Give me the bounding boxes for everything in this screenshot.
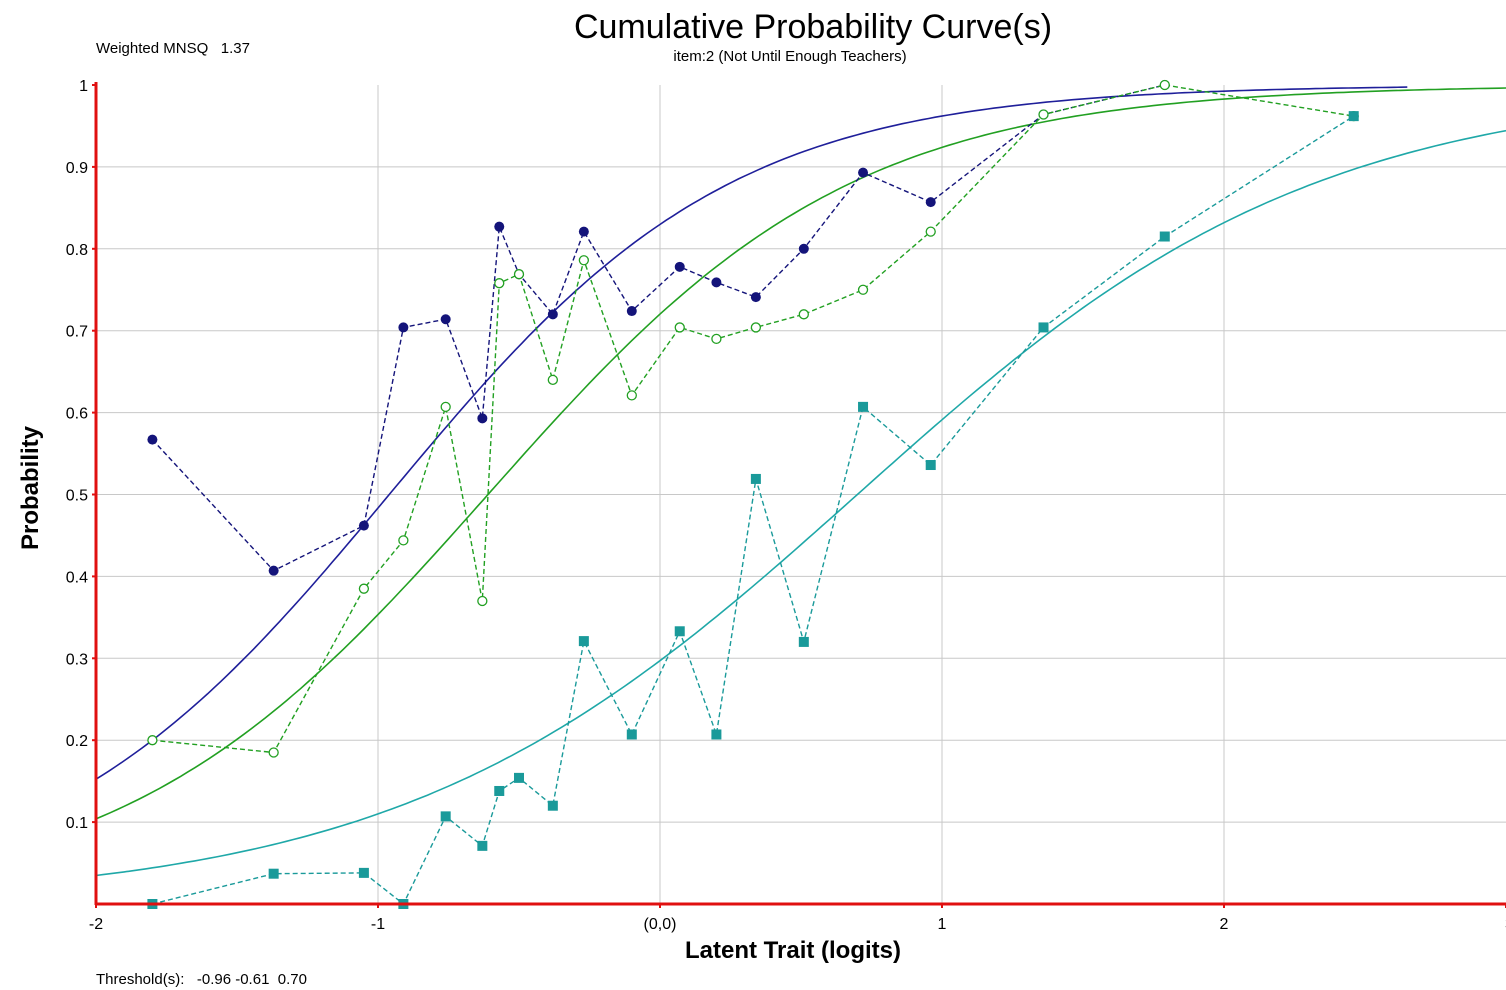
weighted-mnsq-label: Weighted MNSQ 1.37 xyxy=(96,40,250,57)
data-point xyxy=(268,747,279,758)
chart-title: Cumulative Probability Curve(s) xyxy=(574,8,1052,46)
chart-subtitle: item:2 (Not Until Enough Teachers) xyxy=(673,48,906,65)
y-tick-label: 0.3 xyxy=(66,651,88,668)
data-point xyxy=(798,243,809,254)
x-tick-label: 2 xyxy=(1220,916,1229,933)
y-tick-label: 0.8 xyxy=(66,242,88,259)
data-point xyxy=(358,867,369,878)
data-point xyxy=(711,277,722,288)
model-curve xyxy=(95,87,1506,820)
y-tick-label: 0.9 xyxy=(66,160,88,177)
data-point xyxy=(858,167,869,178)
y-tick-label: 0.4 xyxy=(66,569,88,586)
x-tick-label: 1 xyxy=(938,916,947,933)
data-point xyxy=(477,840,488,851)
grid xyxy=(96,85,1506,904)
data-point xyxy=(858,401,869,412)
observed-series xyxy=(147,79,1359,909)
data-point xyxy=(268,565,279,576)
x-tick-label: (0,0) xyxy=(644,916,677,933)
observed-line xyxy=(152,84,1354,754)
y-axis-label: Probability xyxy=(17,425,44,550)
x-tick-label: -1 xyxy=(371,916,385,933)
y-tick-label: 0.6 xyxy=(66,406,88,423)
data-point xyxy=(440,401,451,413)
data-point xyxy=(711,333,722,345)
observed-line xyxy=(152,115,1355,906)
data-point xyxy=(711,729,722,740)
data-point xyxy=(1038,109,1049,120)
data-point xyxy=(798,636,809,647)
data-point xyxy=(494,785,505,796)
thresholds-label: Threshold(s): -0.96 -0.61 0.70 xyxy=(96,971,307,988)
data-point xyxy=(674,626,685,637)
data-point xyxy=(547,374,558,385)
data-point xyxy=(750,322,762,333)
data-point xyxy=(626,390,637,401)
data-point xyxy=(750,292,761,303)
data-point xyxy=(147,434,158,445)
x-axis-label: Latent Trait (logits) xyxy=(685,937,901,964)
data-point xyxy=(547,800,558,811)
data-point xyxy=(925,226,936,237)
data-point xyxy=(1159,231,1170,242)
data-point xyxy=(398,535,409,546)
data-point xyxy=(578,226,589,237)
data-point xyxy=(477,595,488,607)
data-point xyxy=(477,413,488,424)
data-point xyxy=(750,473,761,484)
data-point xyxy=(674,261,685,272)
y-tick-label: 0.5 xyxy=(66,488,88,505)
data-point xyxy=(626,729,637,740)
data-point xyxy=(578,636,589,647)
data-point xyxy=(513,269,525,280)
x-tick-label: -2 xyxy=(89,916,103,933)
model-curve xyxy=(95,86,1408,780)
data-point xyxy=(925,197,936,208)
y-tick-label: 0.7 xyxy=(66,324,88,341)
data-point xyxy=(268,868,279,879)
tick-labels: -2-1(0,0)1230.10.20.30.40.50.60.70.80.91 xyxy=(66,78,1506,933)
data-point xyxy=(925,460,936,471)
data-point xyxy=(147,735,158,746)
model-curves xyxy=(95,86,1506,877)
data-point xyxy=(398,322,409,333)
data-point xyxy=(440,314,451,325)
data-point xyxy=(547,309,558,320)
axes xyxy=(92,82,1506,908)
observed-line xyxy=(151,84,1165,572)
data-point xyxy=(674,322,685,333)
y-tick-label: 0.1 xyxy=(66,815,88,832)
data-point xyxy=(494,221,505,232)
data-point xyxy=(494,278,505,289)
y-tick-label: 1 xyxy=(79,78,88,95)
data-point xyxy=(857,284,869,295)
data-point xyxy=(578,255,590,266)
data-point xyxy=(798,309,809,320)
data-point xyxy=(1038,322,1049,333)
y-tick-label: 0.2 xyxy=(66,733,88,750)
model-curve xyxy=(95,129,1506,877)
data-point xyxy=(1159,79,1170,91)
data-point xyxy=(626,306,637,317)
data-point xyxy=(440,811,451,822)
data-point xyxy=(1348,111,1359,122)
data-point xyxy=(514,772,524,783)
data-point xyxy=(358,520,369,531)
data-point xyxy=(358,583,370,594)
